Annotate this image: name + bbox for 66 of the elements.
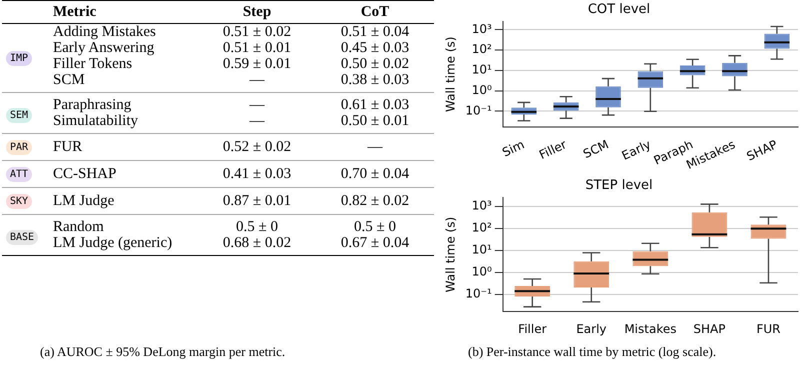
text: Early Answering <box>52 40 154 56</box>
text: LM Judge (generic) <box>52 235 172 251</box>
text: 0.5 ± 0 <box>354 219 396 235</box>
category-label: SKY <box>10 196 28 207</box>
text: 0.51 ± 0.01 <box>222 40 292 56</box>
y-tick-label: 10⁻¹ <box>465 286 492 301</box>
y-tick-label: 10⁰ <box>472 82 492 97</box>
text: 0.51 ± 0.02 <box>222 24 292 40</box>
text: Filler Tokens <box>52 56 132 72</box>
y-tick-label: 10² <box>472 42 492 56</box>
text: 0.61 ± 0.03 <box>340 97 410 113</box>
category-label: CoT <box>316 0 434 24</box>
text: 0.68 ± 0.02 <box>222 235 292 251</box>
chart-title: COT level <box>588 2 650 18</box>
text: 0.45 ± 0.03 <box>340 40 410 56</box>
x-tick-label: FUR <box>756 322 780 336</box>
text: SCM <box>52 72 85 88</box>
text: 0.5 ± 0 <box>236 219 278 235</box>
x-tick-label: Early <box>576 322 607 336</box>
text: 0.67 ± 0.04 <box>340 235 410 251</box>
y-tick-label: 10³ <box>472 198 492 213</box>
text: — <box>250 113 264 129</box>
category-label: BASE <box>10 232 34 243</box>
text: (b) Per-instance wall time by metric (log scale). <box>468 344 716 360</box>
x-tick-label: Mistakes <box>624 322 676 336</box>
text: — <box>250 72 264 88</box>
text: 0.82 ± 0.02 <box>340 193 410 209</box>
category-label: SEM <box>10 110 28 121</box>
category-label: Step <box>198 0 316 24</box>
y-tick-label: 10³ <box>472 22 492 36</box>
category-label: Metric <box>48 0 198 24</box>
y-tick-label: 10⁰ <box>472 264 492 279</box>
text: LM Judge <box>52 193 114 209</box>
text: 0.50 ± 0.02 <box>340 56 410 72</box>
x-tick-label: SHAP <box>693 322 726 336</box>
text: 0.70 ± 0.04 <box>340 166 410 182</box>
x-tick-label: Filler <box>518 322 547 336</box>
y-tick-label: 10² <box>472 220 492 235</box>
x-tick-label: Sim <box>500 137 526 160</box>
text: 0.50 ± 0.01 <box>340 113 410 129</box>
chart-title: STEP level <box>585 178 653 194</box>
text: 0.38 ± 0.03 <box>340 72 410 88</box>
text: 0.59 ± 0.01 <box>222 56 292 72</box>
y-tick-label: 10⁻¹ <box>465 103 492 118</box>
y-tick-label: 10¹ <box>472 242 492 257</box>
category-label: IMP <box>10 53 28 64</box>
text: Paraphrasing <box>52 97 132 113</box>
y-axis-title: Wall time (s) <box>443 216 458 292</box>
x-tick-label: SCM <box>581 137 611 162</box>
text: 0.41 ± 0.03 <box>222 166 292 182</box>
category-label: ATT <box>10 169 28 180</box>
text: 0.51 ± 0.04 <box>340 24 410 40</box>
text: CC-SHAP <box>52 166 116 182</box>
text: — <box>250 97 264 113</box>
text: Adding Mistakes <box>52 24 156 40</box>
y-tick-label: 10¹ <box>472 62 492 77</box>
text: 0.87 ± 0.01 <box>222 193 292 209</box>
text: 0.52 ± 0.02 <box>222 139 292 155</box>
text: Simulatability <box>52 113 138 129</box>
y-axis-title: Wall time (s) <box>443 36 458 112</box>
x-tick-label: Early <box>620 137 653 163</box>
text: Random <box>52 219 104 235</box>
text: (a) AUROC ± 95% DeLong margin per metric. <box>40 344 286 360</box>
text: — <box>368 139 382 155</box>
category-label: PAR <box>10 142 28 153</box>
x-tick-label: Filler <box>537 137 569 162</box>
